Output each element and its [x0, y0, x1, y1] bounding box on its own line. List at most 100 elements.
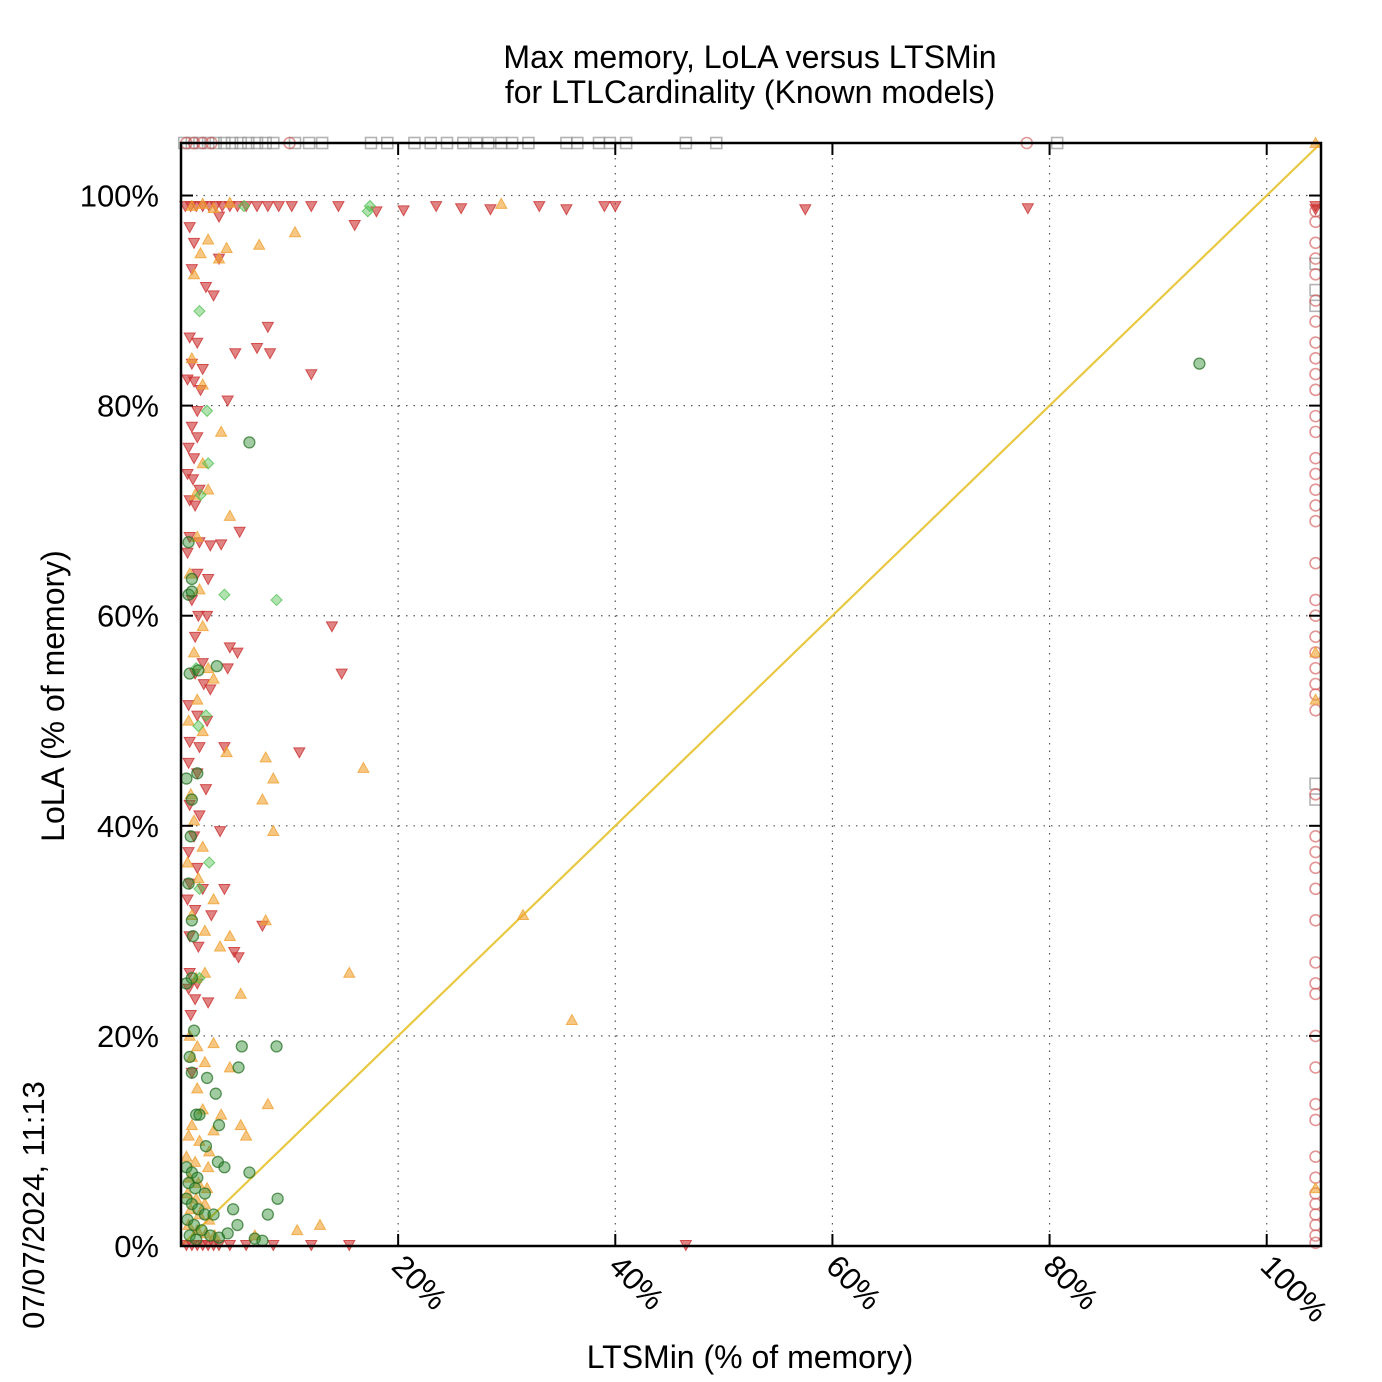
data-point-triangle-down: [196, 658, 210, 670]
data-point-triangle-up: [494, 197, 508, 209]
data-point-triangle-down: [190, 862, 204, 875]
data-point-triangle-down: [182, 700, 195, 712]
data-point-triangle-up: [207, 672, 220, 684]
data-point-circle-filled: [270, 1040, 283, 1053]
data-point-triangle-down: [190, 768, 204, 780]
data-point-triangle-up: [189, 971, 203, 984]
data-point-circle-filled: [182, 536, 195, 549]
data-point-triangle-down: [285, 201, 299, 213]
data-point-triangle-down: [532, 201, 546, 213]
diagonal-line: [180, 142, 1322, 1247]
data-point-circle-open: [1309, 956, 1322, 969]
data-point-triangle-down: [182, 847, 195, 859]
data-point-triangle-down: [190, 405, 204, 418]
data-point-diamond: [237, 199, 251, 213]
data-point-triangle-up: [223, 509, 237, 521]
data-point-circle-open: [1309, 1208, 1322, 1221]
data-point-circle-filled: [226, 1203, 240, 1216]
y-tick-label: 100%: [80, 179, 159, 214]
data-point-triangle-up: [180, 1150, 193, 1162]
data-point-triangle-down: [187, 453, 201, 465]
data-point-triangle-down: [193, 742, 206, 754]
data-point-circle-filled: [192, 664, 205, 677]
data-point-triangle-up: [290, 1223, 304, 1236]
data-point-circle-open: [1309, 987, 1322, 1001]
y-axis-label: LoLA (% of memory): [35, 550, 71, 842]
data-point-diamond: [192, 719, 205, 733]
data-point-triangle-down: [196, 883, 210, 896]
data-point-circle-open: [1309, 914, 1322, 927]
y-tick-label: 20%: [97, 1019, 159, 1054]
x-axis-label: LTSMin (% of memory): [587, 1339, 914, 1375]
data-point-diamond: [218, 588, 231, 601]
x-tick-label: 100%: [1254, 1248, 1335, 1329]
data-point-diamond: [201, 457, 215, 470]
data-point-circle-open: [1309, 483, 1322, 496]
data-point-diamond: [194, 488, 207, 502]
data-point-circle-filled: [261, 1208, 275, 1221]
data-point-triangle-down: [221, 395, 235, 407]
data-point-triangle-down: [228, 348, 242, 360]
data-point-circle-filled: [235, 1040, 248, 1053]
data-point-triangle-down: [304, 369, 318, 381]
data-point-triangle-up: [214, 1108, 228, 1120]
data-point-triangle-up: [185, 351, 199, 364]
data-point-triangle-down: [183, 736, 197, 749]
data-point-triangle-up: [192, 871, 205, 884]
data-point-circle-filled: [198, 1187, 212, 1200]
data-point-circle-filled: [210, 659, 223, 673]
data-point-circle-open: [1309, 861, 1322, 875]
data-point-circle-filled: [200, 1071, 214, 1085]
data-point-triangle-up: [252, 238, 266, 250]
data-point-circle-filled: [187, 1024, 201, 1037]
plot-frame: [179, 141, 1323, 1248]
data-point-triangle-down: [199, 282, 213, 294]
data-point-circle-filled: [190, 1233, 203, 1246]
y-tick-label: 40%: [97, 809, 159, 844]
data-point-circle-filled: [243, 1166, 256, 1179]
data-point-triangle-up: [190, 530, 204, 542]
data-point-triangle-up: [256, 793, 269, 805]
data-point-triangle-down: [560, 204, 573, 216]
data-point-circle-filled: [185, 585, 199, 598]
data-point-circle-open: [1309, 268, 1322, 281]
data-point-circle-filled: [207, 1208, 220, 1221]
data-point-triangle-up: [196, 619, 210, 632]
data-point-triangle-down: [233, 526, 246, 539]
data-point-triangle-up: [196, 724, 210, 737]
data-point-triangle-up: [207, 892, 220, 905]
data-point-triangle-down: [1021, 203, 1035, 215]
data-point-triangle-up: [234, 1118, 248, 1131]
data-point-triangle-up: [187, 645, 201, 658]
data-point-circle-open: [1309, 1097, 1322, 1111]
data-point-circle-open: [1309, 703, 1322, 717]
y-tick-label: 0%: [114, 1229, 159, 1264]
data-point-circle-open: [1309, 499, 1322, 512]
data-point-triangle-down: [332, 201, 345, 213]
data-point-circle-open: [1309, 236, 1322, 250]
data-point-triangle-down: [250, 201, 264, 213]
data-point-triangle-down: [186, 474, 200, 486]
data-point-triangle-down: [214, 539, 228, 551]
data-point-triangle-up: [342, 966, 356, 978]
data-point-triangle-up: [266, 772, 280, 784]
data-point-circle-filled: [180, 977, 193, 990]
data-point-circle-open: [1309, 409, 1322, 423]
data-point-triangle-down: [199, 784, 213, 796]
data-point-triangle-down: [250, 342, 264, 355]
timestamp: 07/07/2024, 11:13: [16, 1081, 51, 1329]
data-point-triangle-down: [454, 203, 468, 215]
data-point-triangle-up: [1309, 693, 1322, 705]
data-point-circle-filled: [184, 830, 197, 843]
data-point-circle-filled: [182, 877, 195, 890]
data-point-triangle-down: [348, 220, 362, 232]
data-point-circle-open: [1309, 367, 1322, 381]
data-point-diamond: [203, 856, 216, 869]
data-point-triangle-down: [188, 631, 202, 644]
data-point-circle-open: [1309, 845, 1322, 859]
data-point-triangle-down: [181, 547, 194, 560]
data-point-circle-filled: [190, 1108, 203, 1121]
data-point-triangle-down: [429, 201, 443, 213]
data-point-circle-filled: [188, 1182, 202, 1195]
data-point-triangle-up: [185, 1118, 199, 1131]
